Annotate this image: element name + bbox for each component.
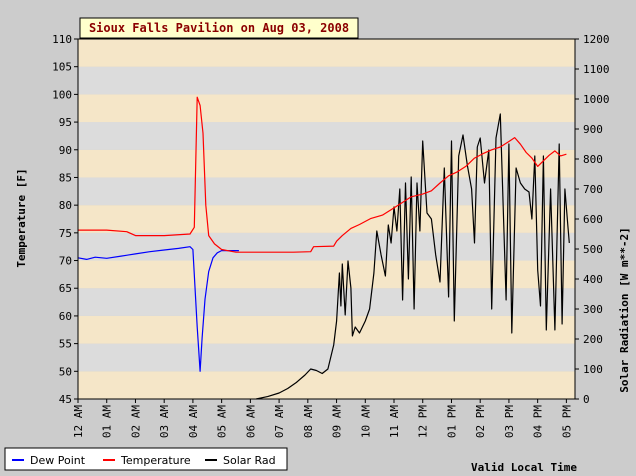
plot-band	[78, 122, 575, 150]
x-axis: 12 AM 01 AM 02 AM 03 AM 04 AM 05 AM 06 AM 07 AM…	[72, 399, 573, 438]
x-tick-label: 01 AM	[101, 405, 114, 438]
y-right-tick-label: 1000	[583, 93, 610, 106]
series-line-temperature	[78, 96, 567, 253]
y-left-tick-label: 95	[59, 116, 72, 129]
legend-label-temperature: Temperature	[120, 454, 191, 467]
legend-item-temperature: Temperature	[103, 454, 191, 467]
plot-band	[78, 177, 575, 206]
plot-band	[78, 343, 575, 372]
y-right-tick-label: 1200	[583, 33, 610, 46]
y-right-tick-label: 600	[583, 213, 603, 226]
x-axis-title: Valid Local Time	[471, 461, 577, 474]
y-right-tick-label: 700	[583, 183, 603, 196]
x-tick-label: 12 PM	[417, 405, 430, 438]
legend-label-dew-point: Dew Point	[30, 454, 86, 467]
plot-band	[78, 205, 575, 233]
y-left-tick-label: 90	[59, 144, 72, 157]
y-left-tick-label: 85	[59, 171, 72, 184]
x-tick-label: 05 AM	[216, 405, 229, 438]
plot-band	[78, 39, 575, 67]
x-tick-label: 02 PM	[474, 405, 487, 438]
y-left-tick-label: 110	[52, 33, 72, 46]
x-tick-label: 04 AM	[187, 405, 200, 438]
x-tick-label: 10 AM	[359, 405, 372, 438]
legend: Dew Point Temperature Solar Rad	[4, 447, 288, 471]
plot-band	[78, 66, 575, 95]
plot-band	[78, 288, 575, 316]
chart-title-box: Sioux Falls Pavilion on Aug 03, 2008	[79, 17, 359, 39]
x-tick-label: 03 AM	[158, 405, 171, 438]
x-tick-label: 08 AM	[302, 405, 315, 438]
y-left-tick-label: 105	[52, 61, 72, 74]
x-tick-label: 01 PM	[445, 405, 458, 438]
x-tick-label: 05 PM	[560, 405, 573, 438]
legend-label-solar-rad: Solar Rad	[223, 454, 276, 467]
y-left-tick-label: 45	[59, 393, 72, 406]
series-line-dew-point	[77, 246, 239, 372]
y-right-tick-label: 1100	[583, 63, 610, 76]
legend-item-solar-rad: Solar Rad	[205, 454, 276, 467]
y-right-tick-label: 800	[583, 153, 603, 166]
y-right-tick-label: 500	[583, 243, 603, 256]
y-left-tick-label: 80	[59, 199, 72, 212]
y-left-tick-label: 65	[59, 282, 72, 295]
x-tick-label: 04 PM	[532, 405, 545, 438]
x-tick-label: 09 AM	[331, 405, 344, 438]
y-left-tick-label: 60	[59, 310, 72, 323]
x-tick-label: 07 AM	[273, 405, 286, 438]
series-line-solar-rad	[255, 113, 570, 400]
left-axis: 45 50 55 60 65 70 75 80 85 90 95 100 105 110	[52, 33, 78, 406]
y-left-tick-label: 70	[59, 255, 72, 268]
y-right-tick-label: 100	[583, 363, 603, 376]
y-axis-right-title: Solar Radiation [W m**-2]	[618, 227, 631, 393]
y-right-tick-label: 200	[583, 333, 603, 346]
y-right-tick-label: 400	[583, 273, 603, 286]
y-right-tick-label: 300	[583, 303, 603, 316]
plot-band	[78, 94, 575, 123]
x-tick-label: 11 AM	[388, 405, 401, 438]
x-tick-label: 12 AM	[72, 405, 85, 438]
y-left-tick-label: 55	[59, 338, 72, 351]
x-tick-label: 06 AM	[244, 405, 257, 438]
x-tick-label: 02 AM	[129, 405, 142, 438]
plot-band	[78, 260, 575, 289]
x-tick-label: 03 PM	[503, 405, 516, 438]
right-axis: 0 100 200 300 400 500 600 700 800 900 1000 1100 1200	[575, 33, 610, 406]
y-right-tick-label: 900	[583, 123, 603, 136]
legend-item-dew-point: Dew Point	[12, 454, 86, 467]
series-layer	[77, 96, 570, 400]
y-axis-left-title: Temperature [F]	[15, 168, 28, 267]
plot-bands	[78, 39, 575, 399]
y-left-tick-label: 50	[59, 365, 72, 378]
y-left-tick-label: 75	[59, 227, 72, 240]
y-right-tick-label: 0	[583, 393, 590, 406]
plot-band	[78, 149, 575, 178]
plot-band	[78, 371, 575, 399]
y-left-tick-label: 100	[52, 88, 72, 101]
plot-band	[78, 315, 575, 344]
chart-title: Sioux Falls Pavilion on Aug 03, 2008	[89, 21, 349, 35]
